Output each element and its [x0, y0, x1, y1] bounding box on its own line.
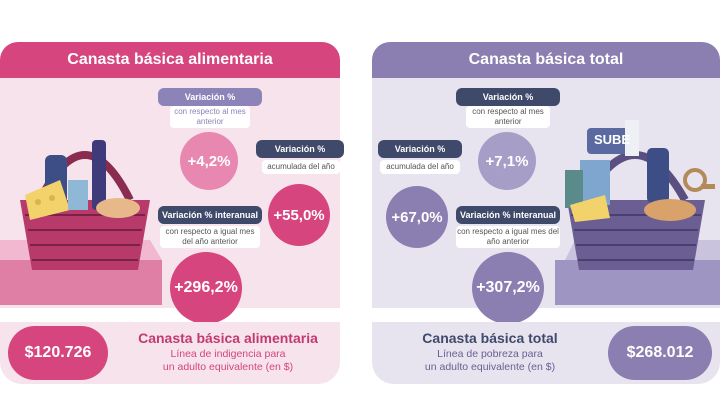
right-interannual-tag: Variación % interanual: [456, 206, 560, 224]
left-interannual-sub: con respecto a igual mes del año anterio…: [160, 226, 260, 248]
left-monthly-value: +4,2%: [180, 132, 238, 190]
right-interannual-value-text: +307,2%: [476, 279, 540, 296]
right-interannual-tag-label: Variación % interanual: [459, 210, 557, 220]
right-monthly-sub-label: con respecto al mes anterior: [472, 107, 544, 126]
left-accumulated-tag-label: Variación %: [274, 144, 326, 154]
total-basket-illustration: [555, 120, 720, 305]
left-footer-desc-line1: Línea de indigencia para: [170, 348, 286, 360]
left-accumulated-value: +55,0%: [268, 184, 330, 246]
right-footer-desc-line1: Línea de pobreza para: [437, 348, 543, 360]
left-interannual-tag: Variación % interanual: [158, 206, 262, 224]
right-accumulated-value: +67,0%: [386, 186, 448, 248]
right-footer-desc-line2: un adulto equivalente (en $): [424, 361, 556, 373]
right-accumulated-tag-label: Variación %: [394, 144, 446, 154]
left-monthly-sub-label: con respecto al mes anterior: [174, 107, 246, 126]
right-monthly-value: +7,1%: [478, 132, 536, 190]
right-accumulated-tag: Variación %: [378, 140, 462, 158]
right-footer-text: Canasta básica total Línea de pobreza pa…: [380, 330, 600, 380]
left-accumulated-value-text: +55,0%: [273, 206, 325, 224]
left-interannual-value: +296,2%: [170, 252, 242, 324]
left-interannual-tag-label: Variación % interanual: [161, 210, 259, 220]
right-footer-amount: $268.012: [608, 326, 712, 380]
right-accumulated-sub-label: acumulada del año: [386, 162, 454, 171]
right-accumulated-sub: acumulada del año: [380, 160, 460, 174]
left-footer-amount-text: $120.726: [24, 344, 92, 361]
left-monthly-tag-label: Variación %: [184, 92, 236, 102]
left-footer-title: Canasta básica alimentaria: [138, 330, 318, 346]
left-panel-header: Canasta básica alimentaria: [0, 42, 340, 78]
left-footer-desc-line2: un adulto equivalente (en $): [162, 361, 294, 373]
food-basket-illustration: [0, 140, 162, 305]
right-monthly-sub: con respecto al mes anterior: [466, 106, 550, 128]
right-monthly-tag: Variación %: [456, 88, 560, 106]
left-interannual-value-text: +296,2%: [174, 279, 238, 296]
left-monthly-value-text: +4,2%: [187, 152, 231, 170]
sube-card-label-text: SUBE: [593, 132, 631, 147]
left-accumulated-sub-label: acumulada del año: [267, 162, 335, 171]
right-monthly-tag-label: Variación %: [482, 92, 534, 102]
sube-card-label: SUBE: [590, 130, 634, 150]
right-footer-amount-text: $268.012: [626, 344, 694, 361]
left-monthly-sub: con respecto al mes anterior: [170, 106, 250, 128]
left-footer-amount: $120.726: [8, 326, 108, 380]
right-interannual-sub-label: con respecto a igual mes del año anterio…: [457, 227, 559, 246]
left-accumulated-tag: Variación %: [256, 140, 344, 158]
right-footer-title: Canasta básica total: [422, 330, 558, 346]
left-accumulated-sub: acumulada del año: [262, 160, 340, 174]
left-footer-text: Canasta básica alimentaria Línea de indi…: [118, 330, 338, 380]
right-interannual-value: +307,2%: [472, 252, 544, 324]
left-interannual-sub-label: con respecto a igual mes del año anterio…: [165, 227, 255, 246]
right-panel-header: Canasta básica total: [372, 42, 720, 78]
left-monthly-tag: Variación %: [158, 88, 262, 106]
right-panel-title: Canasta básica total: [468, 51, 624, 68]
right-monthly-value-text: +7,1%: [485, 152, 529, 170]
left-panel-title: Canasta básica alimentaria: [67, 51, 273, 68]
right-accumulated-value-text: +67,0%: [391, 208, 443, 226]
right-interannual-sub: con respecto a igual mes del año anterio…: [456, 226, 560, 248]
